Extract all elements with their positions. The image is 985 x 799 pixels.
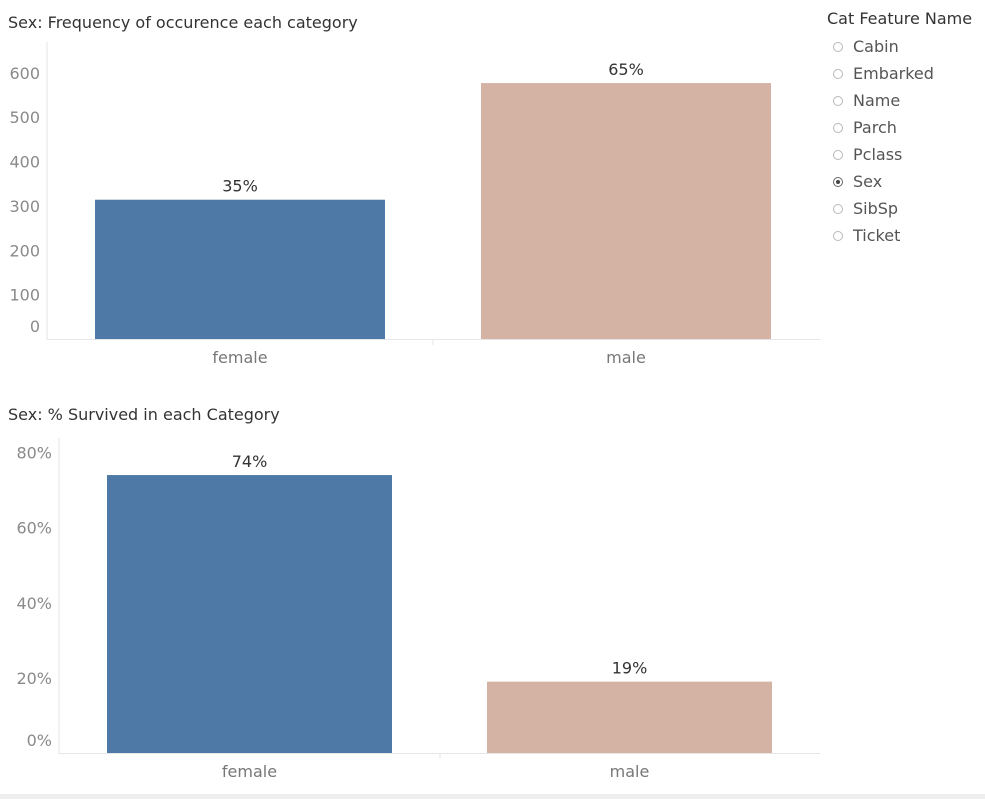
- radio-option-label: Name: [853, 91, 901, 110]
- survival-chart-title: Sex: % Survived in each Category: [8, 405, 280, 424]
- frequency-chart-title: Sex: Frequency of occurence each categor…: [8, 13, 358, 32]
- radio-list: Cabin Embarked Name Parch Pclass Sex SibSp Tick…: [827, 33, 985, 249]
- data-label-male: 65%: [608, 60, 644, 79]
- x-category-label-female: female: [212, 348, 267, 367]
- y-tick-label: 200: [9, 241, 40, 260]
- bottom-scroll-strip: [0, 794, 985, 799]
- y-tick-label: 0: [30, 317, 40, 336]
- radio-option-label: Embarked: [853, 64, 934, 83]
- y-tick-label: 500: [9, 108, 40, 127]
- bar-female[interactable]: [95, 199, 385, 339]
- bar-female[interactable]: [107, 475, 392, 753]
- radio-empty-icon[interactable]: [833, 41, 843, 52]
- x-category-label-male: male: [610, 762, 650, 781]
- filter-title: Cat Feature Name: [827, 9, 973, 28]
- y-tick-label: 80%: [16, 444, 52, 463]
- radio-empty-icon[interactable]: [833, 95, 843, 106]
- y-tick-label: 0%: [27, 731, 52, 750]
- radio-option-cabin[interactable]: Cabin: [833, 33, 985, 60]
- y-tick-label: 20%: [16, 669, 52, 688]
- y-tick-label: 60%: [16, 519, 52, 538]
- radio-option-name[interactable]: Name: [833, 87, 985, 114]
- cat-feature-filter: Cat Feature Name Cabin Embarked Name Parch P…: [827, 9, 985, 249]
- data-label-female: 35%: [222, 177, 258, 196]
- y-tick-label: 300: [9, 197, 40, 216]
- radio-empty-icon[interactable]: [833, 230, 843, 241]
- radio-selected-icon[interactable]: [833, 176, 843, 187]
- radio-option-ticket[interactable]: Ticket: [833, 222, 985, 249]
- radio-option-sex[interactable]: Sex: [833, 168, 985, 195]
- bar-male[interactable]: [481, 83, 771, 340]
- y-tick-label: 400: [9, 153, 40, 172]
- radio-empty-icon[interactable]: [833, 68, 843, 79]
- y-tick-label: 100: [9, 286, 40, 305]
- radio-empty-icon[interactable]: [833, 203, 843, 214]
- y-tick-label: 600: [9, 64, 40, 83]
- radio-option-embarked[interactable]: Embarked: [833, 60, 985, 87]
- frequency-chart: 0 100 200 300 400 500 600 35% female 65% male: [9, 42, 820, 367]
- data-label-female: 74%: [232, 452, 268, 471]
- radio-option-label: SibSp: [853, 199, 899, 218]
- radio-option-label: Ticket: [853, 226, 901, 245]
- data-label-male: 19%: [612, 659, 648, 678]
- x-category-label-male: male: [606, 348, 646, 367]
- radio-option-parch[interactable]: Parch: [833, 114, 985, 141]
- radio-option-pclass[interactable]: Pclass: [833, 141, 985, 168]
- x-category-label-female: female: [222, 762, 277, 781]
- radio-empty-icon[interactable]: [833, 149, 843, 160]
- radio-option-label: Cabin: [853, 37, 899, 56]
- radio-option-sibsp[interactable]: SibSp: [833, 195, 985, 222]
- survival-chart: 0% 20% 40% 60% 80% 74% female 19% male: [16, 438, 820, 781]
- bar-male[interactable]: [487, 681, 772, 753]
- y-tick-label: 40%: [16, 594, 52, 613]
- radio-option-label: Sex: [853, 172, 883, 191]
- radio-option-label: Pclass: [853, 145, 903, 164]
- radio-empty-icon[interactable]: [833, 122, 843, 133]
- radio-option-label: Parch: [853, 118, 897, 137]
